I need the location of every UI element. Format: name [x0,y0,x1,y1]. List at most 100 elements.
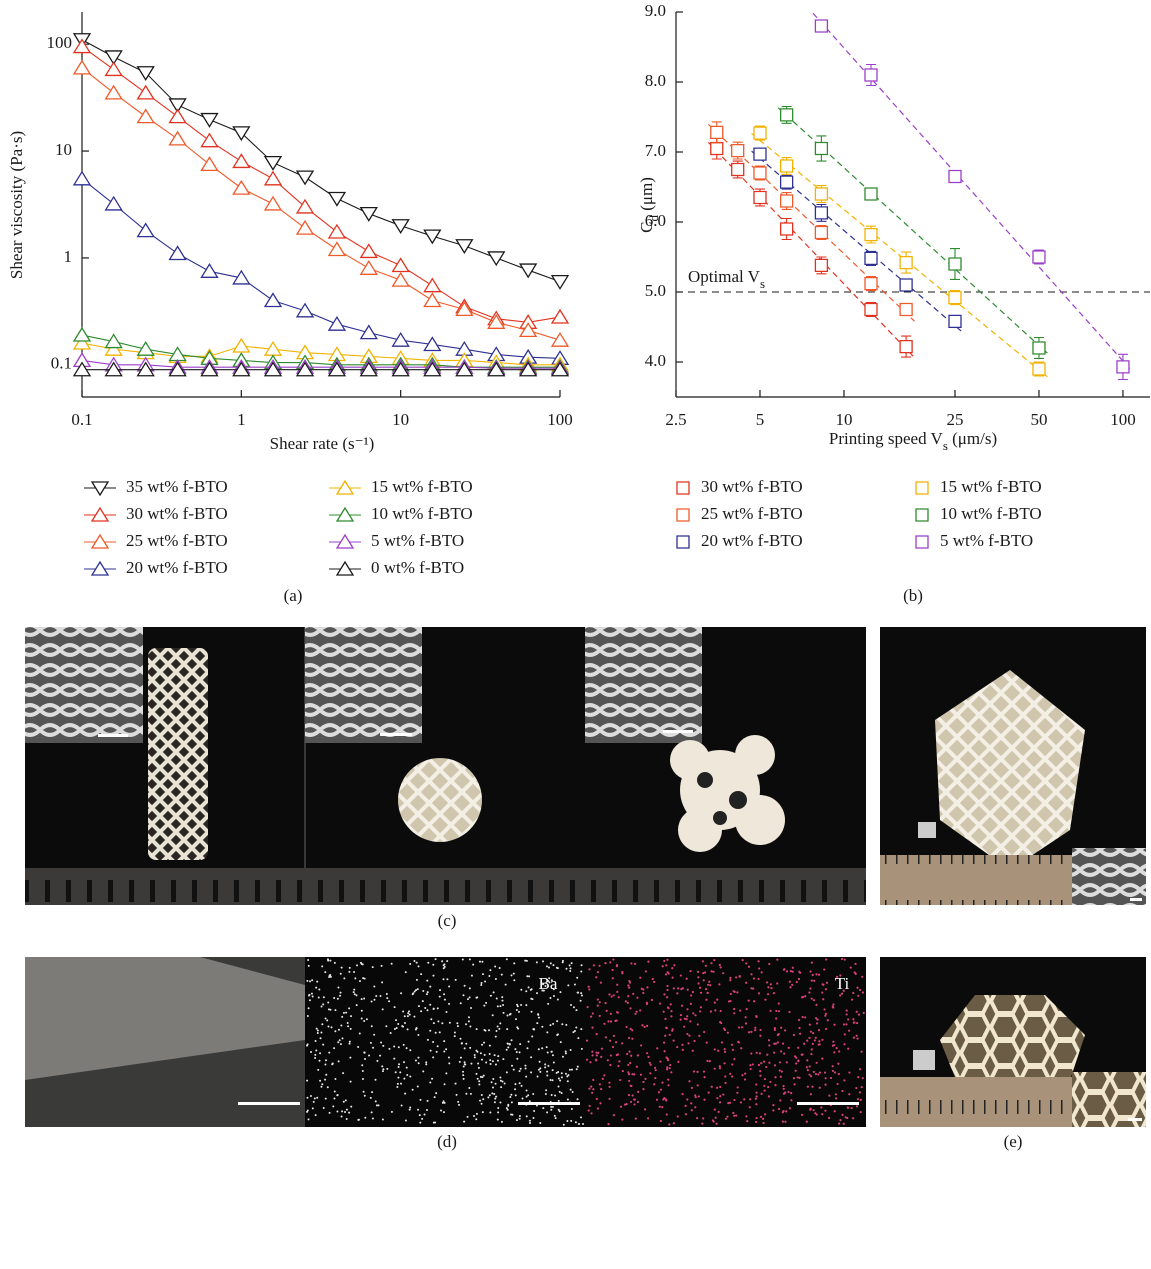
eds-dot [654,1076,657,1080]
subscript: d [646,215,661,222]
eds-dot [365,1018,368,1021]
sem-inset [25,627,143,743]
eds-dot [371,1117,374,1120]
eds-dot [663,1050,666,1053]
eds-dot [491,1086,494,1089]
eds-dot [370,1025,373,1028]
eds-dot [470,1006,473,1009]
eds-dot [769,983,772,986]
eds-dot [750,1052,753,1055]
eds-dot [773,1051,776,1054]
marker [550,308,570,324]
eds-dot [306,1044,309,1047]
marker [232,153,251,169]
eds-dot [557,1071,560,1074]
eds-dot [510,1039,513,1042]
eds-dot [458,1060,461,1063]
eds-dot [628,1050,631,1053]
eds-dot [806,1085,809,1088]
subscript: s [760,276,765,291]
eds-dot [766,1053,769,1056]
eds-dot [760,1062,763,1065]
eds-dot [755,1120,758,1124]
eds-dot [597,1051,600,1054]
eds-dot [556,1020,559,1023]
eds-dot [423,1113,426,1116]
eds-dot [729,992,732,996]
eds-dot [763,1077,766,1081]
eds-dot [349,1080,352,1083]
eds-dot [661,1081,664,1084]
eds-dot [322,1043,325,1046]
eds-dot [312,1100,315,1103]
eds-dot [767,1095,771,1098]
eds-dot [432,974,435,977]
eds-dot [421,1117,424,1120]
eds-dot [357,1118,360,1121]
marker [710,125,724,140]
eds-dot [415,978,418,981]
eds-dot [856,1037,859,1040]
eds-dot [778,1061,782,1064]
eds-dot [548,977,551,980]
eds-dot [859,1068,862,1071]
eds-dot [408,1010,411,1013]
eds-dot [811,1085,814,1088]
eds-dot [755,1103,758,1106]
eds-dot [850,998,854,1001]
eds-dot [624,1000,627,1003]
eds-dot [710,970,713,973]
eds-dot [359,961,362,964]
eds-dot [779,1099,782,1102]
marker [753,190,767,205]
eds-dot [446,960,449,963]
eds-dot [758,967,761,970]
eds-dot [662,1010,665,1013]
eds-dot [456,1022,459,1025]
marker [391,331,410,347]
eds-dot [329,974,332,977]
eds-dot [561,959,564,962]
marker [72,361,92,377]
eds-dot [478,1083,481,1086]
eds-dot [318,988,321,991]
eds-dot [498,1027,501,1030]
eds-dot [353,970,356,973]
eds-dot [788,1107,792,1110]
eds-dot [501,999,504,1002]
eds-dot [809,1108,812,1111]
eds-dot [713,1001,716,1004]
eds-dot [607,1020,610,1023]
eds-dot [324,1078,327,1081]
marker [391,219,410,235]
eds-dot [666,988,669,992]
marker [899,339,913,354]
eds-dot [791,970,794,973]
eds-dot [855,1010,858,1013]
eds-dot [600,1047,604,1050]
eds-dot [406,1028,409,1031]
legend-marker [915,535,929,549]
eds-dot [429,1003,432,1006]
eds-dot [333,1097,336,1100]
eds-dot [821,991,824,994]
eds-dot [694,1094,697,1097]
eds-dot [397,1076,400,1079]
y-tick-label: 6.0 [645,211,666,230]
eds-dot [462,1077,465,1080]
eds-dot [748,1106,751,1109]
eds-dot [454,978,457,981]
eds-dot [814,1073,818,1076]
eds-dot [317,996,320,999]
legend-label: 30 wt% f-BTO [701,477,803,496]
eds-dot [798,1026,801,1030]
marker [263,155,283,171]
eds-dot [348,1040,351,1043]
eds-dot [596,1107,600,1110]
eds-dot [837,1062,840,1065]
eds-dot [495,1030,498,1033]
eds-dot [325,1059,328,1062]
eds-dot [668,1033,671,1036]
eds-dot [405,1066,408,1069]
eds-dot [414,1028,417,1031]
